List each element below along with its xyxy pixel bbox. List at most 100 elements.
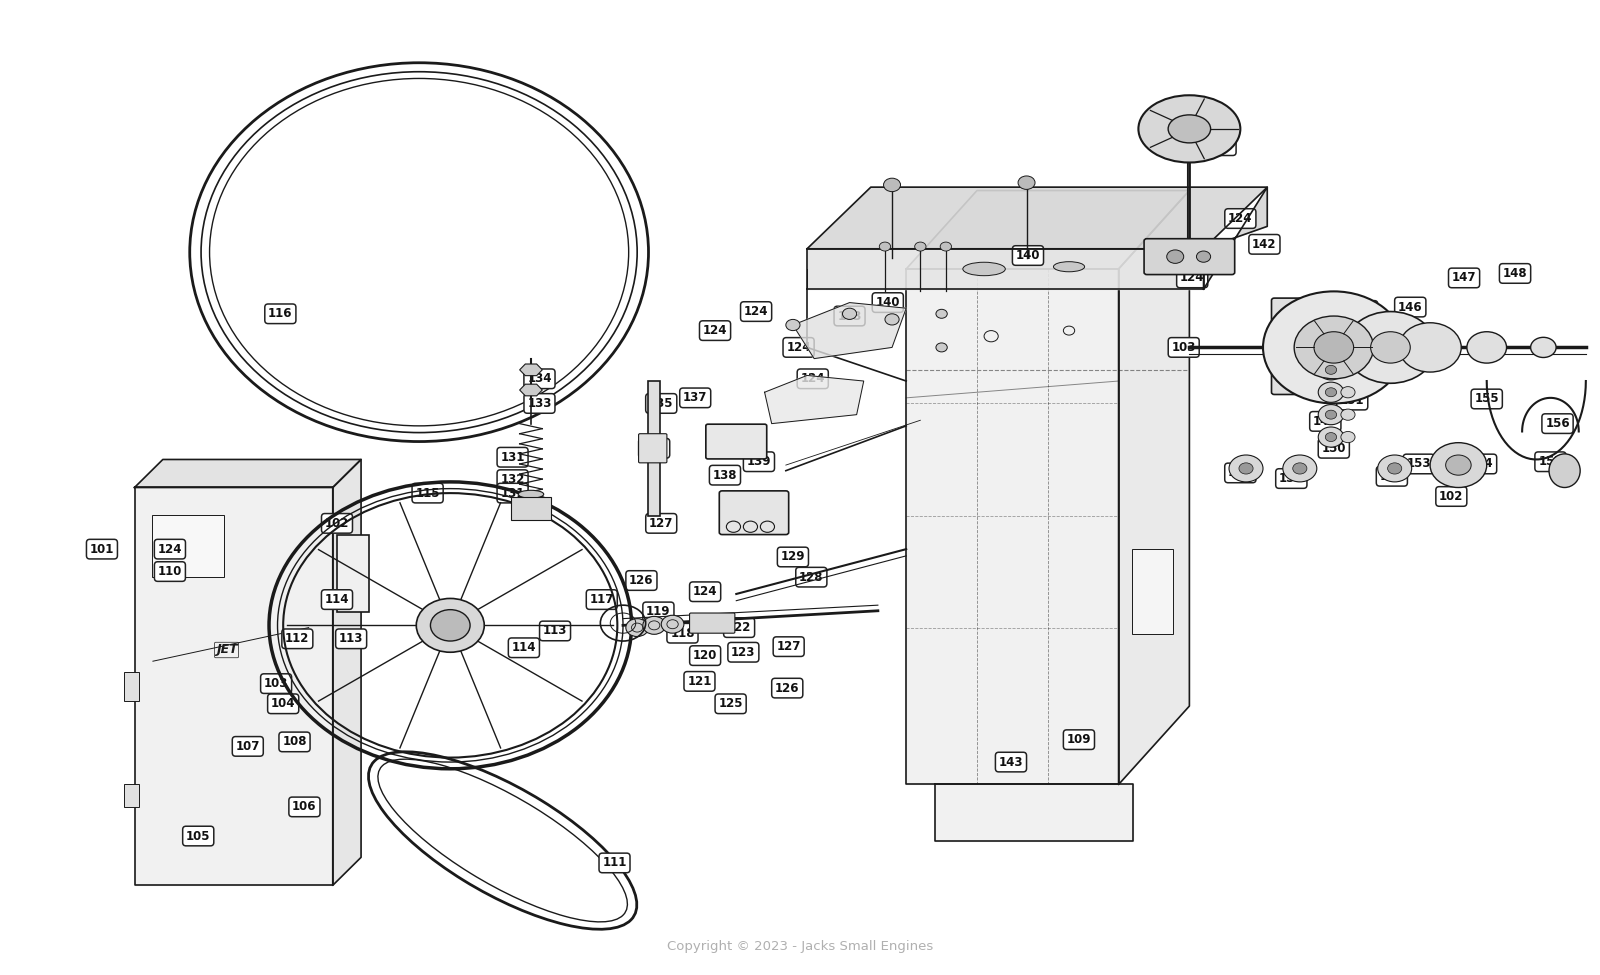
FancyBboxPatch shape <box>125 784 139 807</box>
Text: 130: 130 <box>517 500 542 513</box>
Polygon shape <box>134 488 333 885</box>
Text: 124: 124 <box>744 305 768 318</box>
Text: 106: 106 <box>293 800 317 813</box>
Text: 102: 102 <box>1438 490 1464 503</box>
Polygon shape <box>1203 187 1267 290</box>
Text: 143: 143 <box>998 756 1024 768</box>
Circle shape <box>1325 410 1336 419</box>
Text: 141: 141 <box>1208 139 1232 152</box>
Ellipse shape <box>1139 96 1240 163</box>
Text: 155: 155 <box>1475 393 1499 406</box>
Text: 123: 123 <box>731 645 755 659</box>
Text: 103: 103 <box>1171 341 1195 354</box>
Circle shape <box>1467 332 1507 363</box>
Text: 147: 147 <box>1451 271 1477 285</box>
Circle shape <box>1262 292 1405 404</box>
Text: 140: 140 <box>875 296 901 309</box>
Text: 111: 111 <box>602 856 627 870</box>
Circle shape <box>416 599 485 652</box>
Text: 134: 134 <box>528 372 552 385</box>
Text: 124: 124 <box>693 585 717 599</box>
Text: 152: 152 <box>1341 370 1366 383</box>
Text: 146: 146 <box>1398 300 1422 314</box>
Circle shape <box>936 309 947 318</box>
Text: 159: 159 <box>1278 472 1304 485</box>
Polygon shape <box>520 364 542 375</box>
Polygon shape <box>520 384 542 396</box>
Circle shape <box>1197 251 1211 262</box>
Ellipse shape <box>518 490 544 498</box>
Circle shape <box>1318 405 1344 425</box>
Text: 103: 103 <box>837 309 862 323</box>
FancyBboxPatch shape <box>690 613 734 633</box>
Polygon shape <box>1118 190 1189 785</box>
Text: 151: 151 <box>1339 394 1365 407</box>
Circle shape <box>1398 323 1461 372</box>
Ellipse shape <box>1549 454 1581 488</box>
Polygon shape <box>906 190 1189 269</box>
Text: 124: 124 <box>158 543 182 556</box>
Text: 139: 139 <box>747 455 771 468</box>
Text: JET: JET <box>216 644 237 656</box>
Text: 124: 124 <box>800 372 826 385</box>
Circle shape <box>1229 455 1262 482</box>
Text: 157: 157 <box>1538 455 1563 468</box>
Text: 124: 124 <box>1179 271 1205 285</box>
Text: 125: 125 <box>718 697 742 711</box>
Text: 145: 145 <box>1350 304 1374 317</box>
FancyBboxPatch shape <box>125 672 139 701</box>
FancyBboxPatch shape <box>638 434 667 463</box>
Text: 132: 132 <box>501 473 525 487</box>
Text: 114: 114 <box>512 642 536 654</box>
Text: Copyright © 2023 - Jacks Small Engines: Copyright © 2023 - Jacks Small Engines <box>667 941 933 954</box>
Text: 118: 118 <box>670 627 694 640</box>
Text: 149: 149 <box>1314 415 1338 428</box>
Text: 156: 156 <box>1546 417 1570 430</box>
Circle shape <box>1314 332 1354 363</box>
Text: 122: 122 <box>726 621 752 634</box>
Circle shape <box>1318 360 1344 380</box>
Circle shape <box>1341 387 1355 398</box>
Circle shape <box>1238 463 1253 474</box>
Text: 135: 135 <box>650 397 674 410</box>
Circle shape <box>430 609 470 641</box>
Text: 124: 124 <box>702 324 728 337</box>
Polygon shape <box>906 269 1118 785</box>
Text: 113: 113 <box>542 624 568 638</box>
Text: 137: 137 <box>683 391 707 405</box>
Circle shape <box>843 308 856 320</box>
Circle shape <box>1387 463 1402 474</box>
Circle shape <box>1293 463 1307 474</box>
Text: 158: 158 <box>1229 466 1253 480</box>
Text: 127: 127 <box>776 641 802 653</box>
Text: 124: 124 <box>1229 212 1253 225</box>
Text: 102: 102 <box>325 517 349 529</box>
Text: 150: 150 <box>1322 442 1346 454</box>
Text: 110: 110 <box>158 566 182 578</box>
Text: 128: 128 <box>798 570 824 584</box>
Text: 127: 127 <box>650 517 674 529</box>
Text: 124: 124 <box>786 341 811 354</box>
Polygon shape <box>765 375 864 423</box>
Polygon shape <box>134 459 362 488</box>
Circle shape <box>880 242 891 251</box>
Ellipse shape <box>1053 261 1085 272</box>
Text: 113: 113 <box>339 633 363 645</box>
Circle shape <box>1294 316 1373 379</box>
Text: 115: 115 <box>416 487 440 499</box>
Circle shape <box>1446 455 1470 475</box>
Text: 112: 112 <box>285 633 309 645</box>
Text: 133: 133 <box>528 397 552 410</box>
Text: 108: 108 <box>282 735 307 749</box>
Text: 154: 154 <box>1469 457 1493 471</box>
Text: 142: 142 <box>1253 238 1277 251</box>
FancyBboxPatch shape <box>152 515 224 577</box>
FancyBboxPatch shape <box>336 535 368 612</box>
Text: 129: 129 <box>781 551 805 564</box>
Text: 120: 120 <box>693 649 717 662</box>
Polygon shape <box>934 785 1133 840</box>
FancyBboxPatch shape <box>706 424 766 459</box>
Circle shape <box>1378 455 1411 482</box>
FancyBboxPatch shape <box>1144 239 1235 275</box>
Circle shape <box>915 242 926 251</box>
